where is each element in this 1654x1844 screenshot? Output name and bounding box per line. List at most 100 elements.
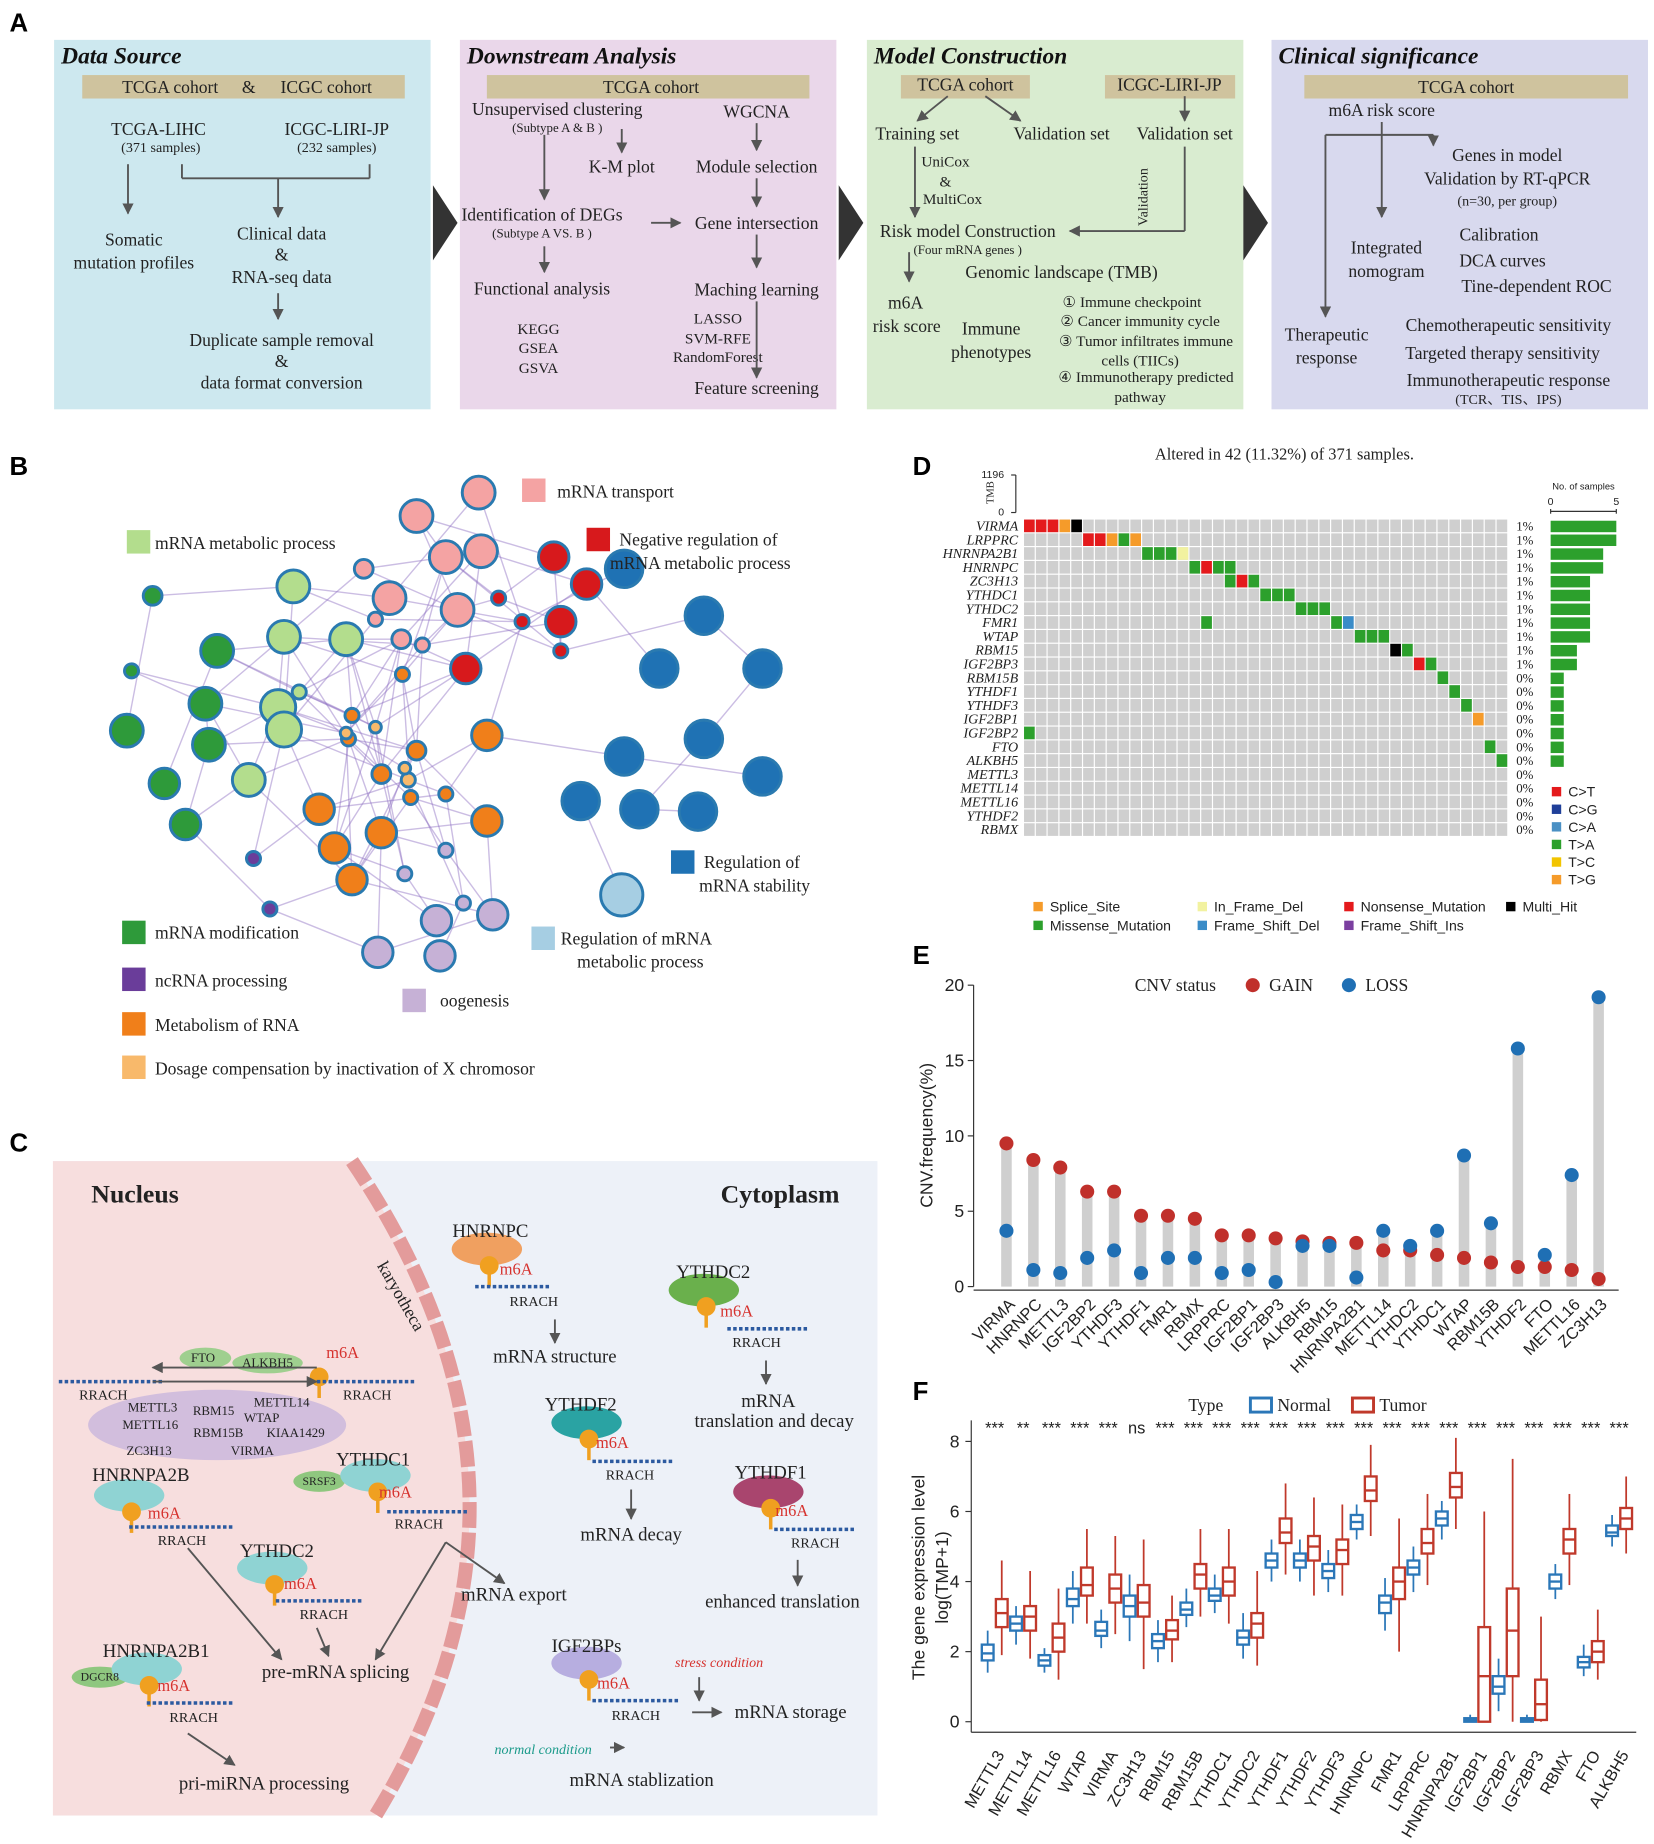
grid-cell [1425, 740, 1437, 754]
network-node [396, 865, 414, 883]
grid-cell [1035, 560, 1047, 574]
grid-cell [1094, 699, 1106, 712]
grid-cell [1366, 768, 1378, 781]
grid-cell [1118, 685, 1130, 698]
grid-cell [1484, 533, 1496, 546]
grid-cell [1024, 588, 1035, 602]
grid-cell [1366, 588, 1378, 602]
grid-cell [1094, 726, 1106, 740]
network-node [317, 831, 352, 865]
grid-cell [1213, 685, 1224, 698]
grid-cell [1083, 616, 1094, 629]
grid-cell [1378, 754, 1390, 767]
grid-cell [1201, 699, 1212, 712]
flow-text: m6A risk score [1329, 100, 1436, 120]
grid-cell [1437, 795, 1449, 809]
legend-label: LOSS [1365, 975, 1408, 995]
alteration [1449, 685, 1460, 698]
grid-cell [1260, 685, 1271, 698]
significance-label: *** [1439, 1420, 1459, 1438]
grid-cell [1071, 560, 1082, 574]
grid-cell [1189, 823, 1201, 836]
cohort-bar [900, 75, 1030, 99]
grid-cell [1059, 712, 1071, 726]
grid-cell [1331, 795, 1342, 809]
grid-cell [1378, 795, 1390, 809]
grid-cell [1106, 712, 1118, 726]
flow-text: LASSO [694, 311, 742, 328]
grid-cell [1496, 726, 1508, 740]
flow-text: ④ Immunotherapy predicted [1058, 369, 1234, 386]
grid-cell [1224, 533, 1236, 546]
grid-cell [1213, 533, 1224, 546]
point [1133, 1208, 1149, 1223]
grid-cell [1083, 685, 1094, 698]
gene-label: RBM15 [974, 643, 1018, 659]
grid-cell [1484, 795, 1496, 809]
grid-cell [1071, 588, 1082, 602]
grid-cell [1307, 616, 1319, 629]
pathway-text: enhanced translation [705, 1592, 860, 1613]
y-tick-label: 8 [950, 1431, 960, 1451]
grid-cell [1331, 823, 1342, 836]
grid-cell [1177, 754, 1189, 767]
grid-cell [1224, 602, 1236, 616]
grid-cell [1236, 657, 1248, 671]
network-edge [298, 691, 353, 717]
grid-cell [1272, 809, 1283, 823]
grid-cell [1142, 809, 1153, 823]
reader-protein [668, 1273, 740, 1307]
network-node [683, 718, 725, 760]
flow-text: Maching learning [694, 280, 819, 300]
grid-cell [1248, 616, 1260, 629]
grid-cell [1106, 629, 1118, 643]
network-node [513, 613, 531, 631]
grid-cell [1248, 781, 1260, 795]
grid-cell [1118, 823, 1130, 836]
count-bar [1550, 589, 1591, 602]
grid-cell [1331, 809, 1342, 823]
grid-cell [1449, 533, 1460, 546]
count-bar [1550, 548, 1604, 560]
point [1510, 1041, 1525, 1056]
alteration [1378, 629, 1390, 643]
network-node [397, 760, 413, 776]
grid-cell [1224, 754, 1236, 767]
grid-cell [1331, 560, 1342, 574]
point [1187, 1250, 1202, 1265]
grid-cell [1331, 602, 1342, 616]
grid-cell [1449, 809, 1460, 823]
network-node [490, 589, 508, 607]
grid-cell [1130, 740, 1142, 754]
grid-cell [1035, 726, 1047, 740]
flow-text: ICGC cohort [281, 77, 372, 97]
count-bar [1550, 562, 1604, 574]
percent-label: 0% [1516, 685, 1533, 699]
grid-cell [1496, 629, 1508, 643]
count-bar [1550, 658, 1577, 671]
grid-cell [1378, 740, 1390, 754]
legend-label: oogenesis [440, 990, 509, 1010]
connector [916, 95, 949, 122]
grid-cell [1378, 588, 1390, 602]
point [999, 1136, 1014, 1151]
grid-cell [1307, 795, 1319, 809]
y-tick-label: 0 [954, 1277, 964, 1297]
grid-cell [1343, 740, 1354, 754]
percent-label: 1% [1516, 602, 1533, 616]
section-title: Downstream Analysis [466, 43, 676, 69]
pathway-text: VIRMA [231, 1444, 275, 1458]
grid-cell [1484, 809, 1496, 823]
m6a-pin [368, 1482, 388, 1502]
grid-cell [1484, 726, 1496, 740]
legend-label: Frame_Shift_Ins [1361, 917, 1464, 933]
grid-cell [1331, 657, 1342, 671]
grid-cell [1413, 795, 1425, 809]
flow-text: data format conversion [201, 372, 363, 392]
network-edge [374, 727, 406, 874]
grid-cell [1106, 685, 1118, 698]
grid-cell [1343, 629, 1354, 643]
grid-cell [1295, 560, 1307, 574]
grid-cell [1484, 616, 1496, 629]
legend-swatch [1033, 920, 1043, 931]
